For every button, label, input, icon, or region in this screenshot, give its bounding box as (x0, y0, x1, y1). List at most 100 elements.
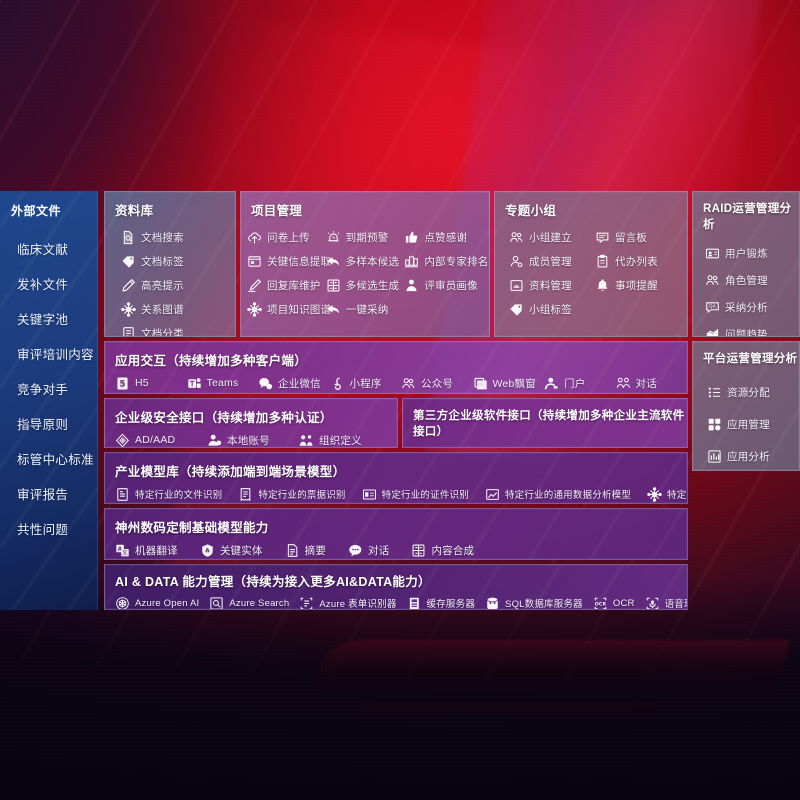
item-h5[interactable]: 5 H5 (115, 372, 187, 393)
sidebar-item-competitors[interactable]: 竞争对手 (17, 383, 69, 397)
panel-ai-data-capability: AI & DATA 能力管理（持续为接入更多AI&DATA能力） Azure O… (104, 564, 688, 610)
item-multi-sample-candidates[interactable]: 多样本候选 (326, 249, 405, 273)
item-one-click-adopt[interactable]: 一键采纳 (326, 297, 405, 321)
item-document-search[interactable]: 文档搜索 (121, 225, 229, 249)
item-label: 应用管理 (727, 418, 770, 431)
teams-icon (187, 376, 202, 391)
item-project-knowledge-graph[interactable]: 项目知识图谱 (247, 297, 331, 321)
item-label: 关系图谱 (141, 303, 184, 316)
search-box-icon (209, 596, 224, 609)
sidebar-item-common-issues[interactable]: 共性问题 (17, 523, 69, 537)
item-label: 一键采纳 (345, 303, 389, 316)
sidebar-item-review-training[interactable]: 审评培训内容 (17, 348, 94, 362)
item-material-management[interactable]: 资料管理 (509, 273, 595, 297)
item-document-category[interactable]: 文档分类 (121, 321, 229, 337)
item-speech-understanding[interactable]: 语音理解 (645, 592, 687, 610)
local-account-icon (207, 433, 222, 448)
item-api-designer[interactable]: API自动化设计器 (413, 442, 515, 447)
item-summary[interactable]: 摘要 (285, 539, 326, 559)
item-label: 文档分类 (141, 327, 184, 337)
item-ad-aad[interactable]: AD/AAD (115, 429, 207, 448)
sidebar-item-review-report[interactable]: 审评报告 (17, 488, 69, 502)
panel-industry-title: 产业模型库（持续添加端到端场景模型） (115, 465, 346, 479)
item-cache-server[interactable]: 缓存服务器 (407, 592, 476, 610)
item-label: 回复库维护 (267, 279, 321, 292)
item-questionnaire-upload[interactable]: 问卷上传 (247, 225, 326, 249)
item-message-board[interactable]: 留言板 (595, 225, 681, 249)
item-internal-expert-rank[interactable]: 内部专家排名 (404, 249, 488, 273)
item-label: 小组标签 (529, 303, 572, 316)
ocr-icon: OCR (593, 596, 608, 610)
item-ocr[interactable]: OCR OCR (593, 592, 635, 610)
item-industry-id-recognition[interactable]: 特定行业的证件识别 (362, 483, 469, 503)
item-reply-library-maintain[interactable]: 回复库维护 (247, 273, 326, 297)
item-key-entity[interactable]: A 关键实体 (200, 539, 263, 559)
item-local-account[interactable]: 本地账号 (207, 429, 299, 448)
item-document-tag[interactable]: 文档标签 (121, 249, 229, 273)
tag-icon (121, 254, 136, 269)
item-issue-trend[interactable]: 问题趋势 (705, 321, 793, 336)
panel-security-items: AD/AAD 本地账号 组织定义 (105, 426, 397, 448)
item-key-info-extract[interactable]: 关键信息提取 (247, 249, 331, 273)
web-popup-icon (473, 376, 488, 391)
item-task-reminder[interactable]: 事项提醒 (595, 273, 681, 297)
sidebar-item-standards-center[interactable]: 标管中心标准 (17, 453, 94, 467)
item-teams[interactable]: Teams (187, 372, 259, 393)
sidebar-item-keyword-pool[interactable]: 关键字池 (17, 313, 69, 327)
item-azure-openai[interactable]: Azure Open AI (115, 592, 199, 609)
item-wecom[interactable]: 企业微信 (258, 372, 330, 393)
sidebar-item-guidelines[interactable]: 指导原则 (17, 418, 69, 432)
item-app-analysis[interactable]: 应用分析 (707, 440, 793, 470)
item-industry-file-recognition[interactable]: 特定行业的文件识别 (115, 483, 222, 503)
item-content-synthesis[interactable]: 内容合成 (411, 539, 474, 559)
item-label: 事项提醒 (615, 279, 658, 292)
item-app-management[interactable]: 应用管理 (707, 408, 793, 440)
item-label: 对话 (635, 377, 657, 390)
graph-network-icon (647, 486, 662, 502)
item-industry-receipt-recognition[interactable]: 特定行业的票据识别 (238, 483, 345, 503)
item-todo-list[interactable]: 代办列表 (595, 249, 681, 273)
item-label: 特定行业的证件识别 (381, 490, 469, 501)
item-portal[interactable]: 门户 (544, 372, 616, 393)
cache-server-icon (407, 596, 422, 610)
panel-aidata-items: Azure Open AI Azure Search Azure 表单识别器 缓… (105, 590, 687, 610)
document-search-icon (121, 230, 136, 245)
item-resource-allocation[interactable]: 资源分配 (707, 376, 793, 408)
pen-tool-icon (247, 278, 262, 293)
item-role-management[interactable]: 角色管理 (705, 267, 793, 294)
item-chat[interactable]: 对话 (348, 539, 389, 559)
item-group-create[interactable]: 小组建立 (509, 225, 595, 249)
item-organization-definition[interactable]: 组织定义 (299, 429, 391, 448)
item-mini-program[interactable]: 小程序 (330, 372, 402, 393)
item-industry-data-analysis-model[interactable]: 特定行业的通用数据分析模型 (485, 483, 631, 503)
database-icon (485, 596, 500, 609)
item-label: 特定行业的通用知识图谱模型 (667, 490, 687, 501)
panel-library: 资料库 文档搜索 文档标签 高亮提示 关系图谱 (104, 191, 236, 337)
sidebar-item-supplement-docs[interactable]: 发补文件 (17, 278, 69, 292)
item-industry-knowledge-graph-model[interactable]: 特定行业的通用知识图谱模型 (647, 483, 687, 503)
item-member-management[interactable]: 成员管理 (509, 249, 595, 273)
shield-diamond-icon (115, 433, 130, 448)
chat-qa-icon: QA (705, 300, 720, 315)
item-official-account[interactable]: 公众号 (401, 372, 473, 393)
item-dialogue[interactable]: 对话 (616, 372, 688, 393)
item-adoption-analysis[interactable]: QA 采纳分析 (705, 294, 793, 321)
item-user-profile[interactable]: 用户锻炼 (705, 240, 793, 267)
item-group-tag[interactable]: 小组标签 (509, 297, 595, 321)
speech-understand-icon (645, 596, 660, 610)
organization-icon (299, 433, 314, 448)
item-expiry-alert[interactable]: 到期预警 (326, 225, 405, 249)
item-relation-graph[interactable]: 关系图谱 (121, 297, 229, 321)
item-azure-form-recognizer[interactable]: Azure 表单识别器 (299, 592, 396, 609)
item-reviewer-portrait[interactable]: 评审员画像 (404, 273, 483, 297)
extract-window-icon (247, 254, 262, 269)
item-azure-search[interactable]: Azure Search (209, 592, 289, 609)
item-label: AD/AAD (135, 434, 176, 446)
item-highlight-hint[interactable]: 高亮提示 (121, 273, 229, 297)
sidebar-item-clinical-literature[interactable]: 临床文献 (17, 243, 69, 257)
item-sql-database-server[interactable]: SQL数据库服务器 (485, 592, 583, 609)
item-web-popup[interactable]: Web飘窗 (473, 372, 545, 393)
item-multi-candidate-generate[interactable]: 多候选生成 (326, 273, 405, 297)
item-like-thanks[interactable]: 点赞感谢 (404, 225, 483, 249)
